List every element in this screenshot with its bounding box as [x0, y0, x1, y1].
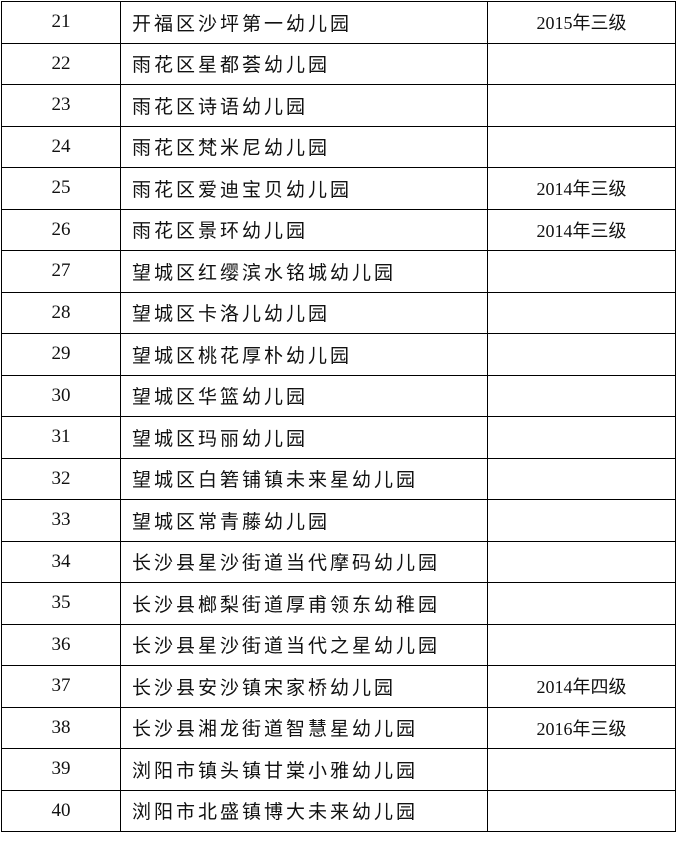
kindergarten-name: 长沙县星沙街道当代摩码幼儿园	[120, 540, 488, 583]
kindergarten-name: 雨花区星都荟幼儿园	[120, 42, 488, 85]
rating-level	[487, 291, 676, 334]
table-row: 33 望城区常青藤幼儿园	[1, 499, 676, 542]
table-row: 40 浏阳市北盛镇博大未来幼儿园	[1, 789, 676, 832]
kindergarten-name: 望城区白箬铺镇未来星幼儿园	[120, 457, 488, 500]
kindergarten-name: 开福区沙坪第一幼儿园	[120, 1, 488, 44]
kindergarten-name: 长沙县星沙街道当代之星幼儿园	[120, 623, 488, 666]
row-number: 23	[1, 84, 121, 127]
row-number: 36	[1, 623, 121, 666]
rating-level: 2014年四级	[487, 665, 676, 708]
table-row: 27 望城区红缨滨水铭城幼儿园	[1, 250, 676, 293]
table-row: 26 雨花区景环幼儿园 2014年三级	[1, 208, 676, 251]
kindergarten-name: 望城区红缨滨水铭城幼儿园	[120, 250, 488, 293]
table-row: 29 望城区桃花厚朴幼儿园	[1, 333, 676, 376]
table-row: 22 雨花区星都荟幼儿园	[1, 42, 676, 85]
table-row: 25 雨花区爱迪宝贝幼儿园 2014年三级	[1, 167, 676, 210]
row-number: 32	[1, 457, 121, 500]
table-row: 28 望城区卡洛儿幼儿园	[1, 291, 676, 334]
table-row: 23 雨花区诗语幼儿园	[1, 84, 676, 127]
table-row: 21 开福区沙坪第一幼儿园 2015年三级	[1, 1, 676, 44]
rating-level: 2015年三级	[487, 1, 676, 44]
kindergarten-name: 雨花区景环幼儿园	[120, 208, 488, 251]
kindergarten-name: 望城区卡洛儿幼儿园	[120, 291, 488, 334]
row-number: 34	[1, 540, 121, 583]
rating-level	[487, 250, 676, 293]
table-row: 24 雨花区梵米尼幼儿园	[1, 125, 676, 168]
kindergarten-name: 长沙县安沙镇宋家桥幼儿园	[120, 665, 488, 708]
table-row: 32 望城区白箬铺镇未来星幼儿园	[1, 457, 676, 500]
row-number: 29	[1, 333, 121, 376]
kindergarten-name: 长沙县榔梨街道厚甫领东幼稚园	[120, 582, 488, 625]
rating-level: 2014年三级	[487, 208, 676, 251]
rating-level	[487, 333, 676, 376]
kindergarten-name: 雨花区梵米尼幼儿园	[120, 125, 488, 168]
kindergarten-name: 望城区桃花厚朴幼儿园	[120, 333, 488, 376]
row-number: 40	[1, 789, 121, 832]
table-row: 31 望城区玛丽幼儿园	[1, 416, 676, 459]
rating-level	[487, 582, 676, 625]
table-row: 35 长沙县榔梨街道厚甫领东幼稚园	[1, 582, 676, 625]
rating-level	[487, 374, 676, 417]
rating-level	[487, 748, 676, 791]
rating-level	[487, 416, 676, 459]
rating-level	[487, 540, 676, 583]
rating-level	[487, 457, 676, 500]
row-number: 30	[1, 374, 121, 417]
rating-level: 2014年三级	[487, 167, 676, 210]
rating-level: 2016年三级	[487, 706, 676, 749]
rating-level	[487, 125, 676, 168]
rating-level	[487, 623, 676, 666]
kindergarten-name: 雨花区爱迪宝贝幼儿园	[120, 167, 488, 210]
row-number: 37	[1, 665, 121, 708]
row-number: 25	[1, 167, 121, 210]
table-row: 34 长沙县星沙街道当代摩码幼儿园	[1, 540, 676, 583]
table-row: 37 长沙县安沙镇宋家桥幼儿园 2014年四级	[1, 665, 676, 708]
table-row: 38 长沙县湘龙街道智慧星幼儿园 2016年三级	[1, 706, 676, 749]
row-number: 27	[1, 250, 121, 293]
row-number: 38	[1, 706, 121, 749]
kindergarten-name: 浏阳市镇头镇甘棠小雅幼儿园	[120, 748, 488, 791]
rating-level	[487, 789, 676, 832]
row-number: 31	[1, 416, 121, 459]
row-number: 39	[1, 748, 121, 791]
rating-level	[487, 499, 676, 542]
row-number: 26	[1, 208, 121, 251]
row-number: 22	[1, 42, 121, 85]
rating-level	[487, 42, 676, 85]
kindergarten-name: 望城区华篮幼儿园	[120, 374, 488, 417]
row-number: 28	[1, 291, 121, 334]
kindergarten-name: 长沙县湘龙街道智慧星幼儿园	[120, 706, 488, 749]
table-row: 39 浏阳市镇头镇甘棠小雅幼儿园	[1, 748, 676, 791]
kindergarten-name: 望城区玛丽幼儿园	[120, 416, 488, 459]
row-number: 24	[1, 125, 121, 168]
kindergarten-name: 浏阳市北盛镇博大未来幼儿园	[120, 789, 488, 832]
table-row: 30 望城区华篮幼儿园	[1, 374, 676, 417]
row-number: 21	[1, 1, 121, 44]
rating-level	[487, 84, 676, 127]
kindergarten-name: 望城区常青藤幼儿园	[120, 499, 488, 542]
row-number: 35	[1, 582, 121, 625]
table-row: 36 长沙县星沙街道当代之星幼儿园	[1, 623, 676, 666]
kindergarten-name: 雨花区诗语幼儿园	[120, 84, 488, 127]
row-number: 33	[1, 499, 121, 542]
